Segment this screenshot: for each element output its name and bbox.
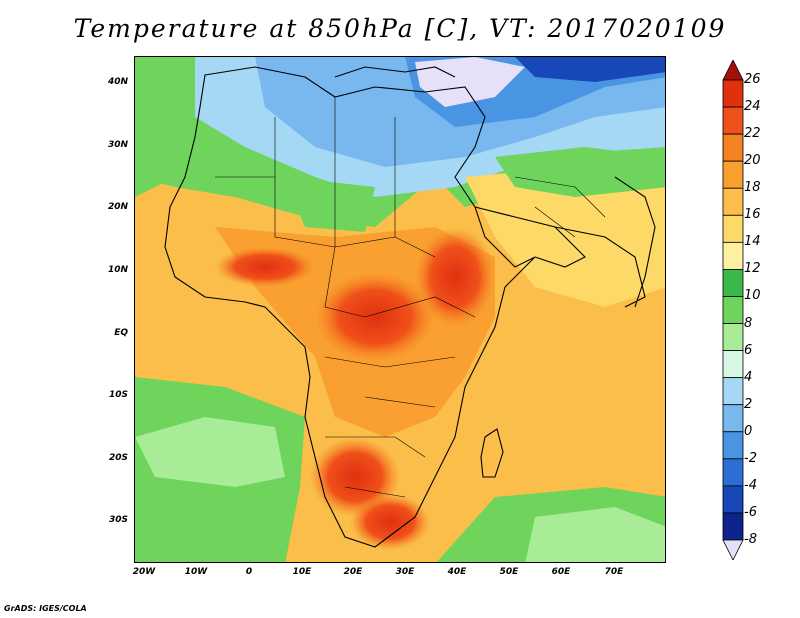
footer-credit: GrADS: IGES/COLA	[4, 604, 87, 613]
colorbar-label: 20	[744, 153, 761, 169]
colorbar-label: 16	[744, 207, 761, 223]
colorbar-label: 2	[744, 396, 753, 412]
lon-label-50e: 50E	[499, 567, 519, 577]
arabian-sea-coast	[554, 226, 646, 308]
lat-label-20s: 20S	[108, 453, 128, 463]
sahel-green	[285, 177, 375, 232]
colorbar-label: 0	[744, 423, 753, 439]
lon-label-0: 0	[245, 567, 253, 577]
africa-outline	[164, 66, 536, 548]
lon-label-60e: 60E	[551, 567, 571, 577]
colorbar-label: 18	[744, 180, 761, 196]
colorbar-label: 4	[744, 369, 753, 385]
colorbar-swatch	[722, 160, 744, 189]
lat-label-40n: 40N	[107, 77, 128, 87]
colorbar-label: 6	[744, 342, 753, 358]
colorbar-bottom-triangle	[722, 539, 744, 560]
colorbar-label: -8	[744, 532, 757, 547]
lat-label-30s: 30S	[108, 515, 128, 525]
lat-label-10s: 10S	[108, 390, 128, 400]
colorbar-swatch	[722, 404, 744, 433]
lon-label-20w: 20W	[132, 567, 156, 577]
colorbar-label: 22	[744, 126, 761, 142]
colorbar-label: -6	[744, 504, 757, 520]
colorbar-swatch	[722, 214, 744, 243]
colorbar-swatch	[722, 323, 744, 351]
colorbar-swatch	[722, 431, 744, 460]
europe-coast	[334, 66, 456, 78]
lon-label-10e: 10E	[292, 567, 312, 577]
colorbar-label: -2	[744, 450, 757, 466]
east-africa-hotspot	[415, 227, 495, 327]
colorbar	[722, 60, 744, 560]
country-borders	[215, 97, 606, 498]
lon-label-10w: 10W	[184, 567, 208, 577]
madagascar-outline	[480, 428, 504, 478]
caspian-coldest	[515, 57, 665, 82]
colorbar-swatch	[722, 458, 744, 487]
colorbar-label: 12	[744, 261, 761, 277]
colorbar-swatch	[722, 485, 744, 514]
colorbar-label: 24	[744, 99, 761, 115]
colorbar-swatch	[722, 512, 744, 541]
colorbar-swatch	[722, 296, 744, 324]
persia-green	[495, 147, 665, 197]
colorbar-label: 8	[744, 315, 753, 331]
colorbar-swatch	[722, 377, 744, 406]
india-coast	[614, 176, 656, 308]
lat-label-30n: 30N	[107, 140, 128, 150]
colorbar-label: 26	[744, 72, 761, 87]
atlantic-green	[135, 117, 195, 197]
central-hotspot	[315, 272, 435, 362]
lon-label-30e: 30E	[395, 567, 415, 577]
colorbar-swatch	[722, 241, 744, 270]
temperature-field	[135, 57, 665, 562]
west-africa-hotspot	[215, 247, 315, 287]
colorbar-top-triangle	[722, 60, 744, 81]
lat-label-10n: 10N	[107, 265, 128, 275]
lat-label-eq: EQ	[114, 328, 128, 338]
lon-label-20e: 20E	[343, 567, 363, 577]
south-africa-hotspot	[350, 494, 430, 550]
lat-label-20n: 20N	[107, 202, 128, 212]
colorbar-label: 10	[744, 288, 761, 304]
map-title: Temperature at 850hPa [C], VT: 201702010…	[73, 14, 727, 43]
turkey-coldest	[415, 57, 525, 107]
south-atlantic-cooler	[135, 417, 285, 487]
colorbar-swatch	[722, 133, 744, 162]
south-indian-cooler	[525, 507, 665, 562]
red-sea-coast	[474, 206, 586, 268]
lon-label-70e: 70E	[604, 567, 624, 577]
colorbar-label: 14	[744, 234, 761, 250]
colorbar-swatch	[722, 187, 744, 216]
temperature-map	[134, 56, 666, 563]
lon-label-40e: 40E	[447, 567, 467, 577]
colorbar-swatch	[722, 350, 744, 379]
coastlines	[164, 66, 656, 548]
colorbar-swatch	[722, 269, 744, 297]
colorbar-label: -4	[744, 477, 757, 493]
colorbar-swatch	[722, 79, 744, 108]
colorbar-swatch	[722, 106, 744, 135]
